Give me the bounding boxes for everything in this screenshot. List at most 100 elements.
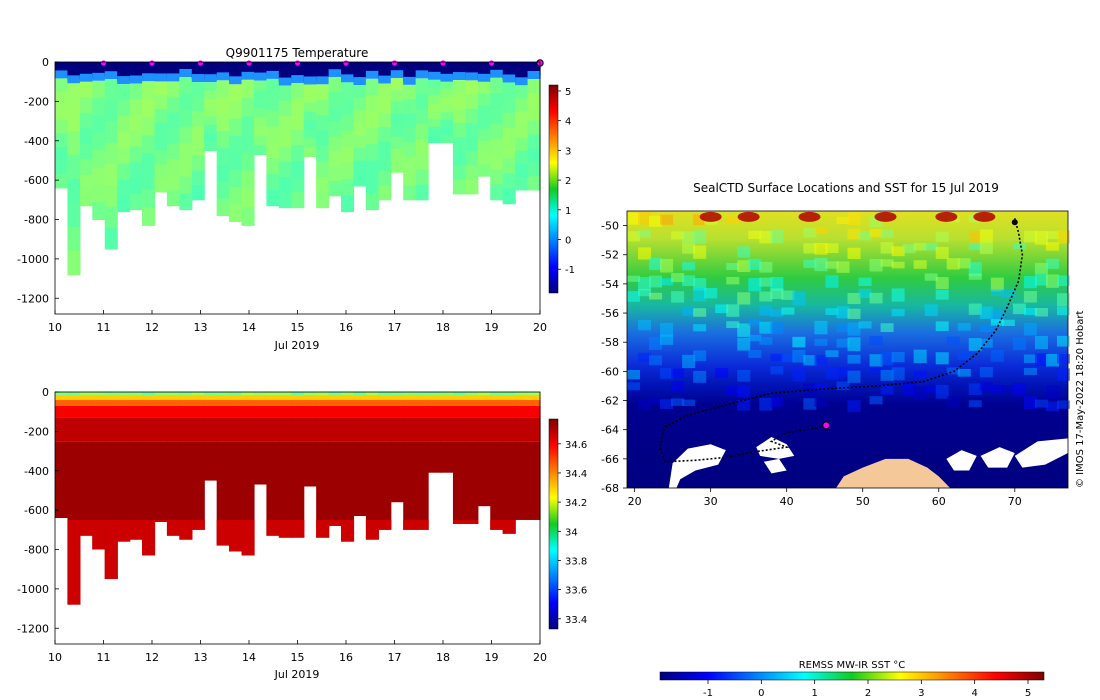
map-x-tick-label: 50 — [856, 495, 870, 508]
sst-patch — [781, 353, 795, 363]
profile-column — [440, 392, 454, 473]
salinity-cell — [303, 441, 317, 487]
y-tick-label: -800 — [24, 214, 49, 227]
y-tick-label: -1200 — [17, 292, 49, 305]
temperature-cell — [465, 122, 479, 138]
salinity-cell — [378, 441, 392, 530]
temperature-cell — [316, 176, 330, 193]
temperature-cell — [365, 95, 379, 113]
salinity-cell — [79, 441, 93, 536]
salinity-cell — [515, 399, 529, 406]
salinity-cell — [415, 405, 429, 418]
salinity-cell — [104, 394, 118, 400]
temperature-cell — [440, 119, 454, 128]
salinity-cell — [316, 392, 330, 395]
temperature-cell — [440, 112, 454, 121]
temperature-cell — [166, 143, 180, 160]
salinity-cell — [154, 441, 168, 522]
temperature-cell — [154, 136, 168, 152]
salinity-cell — [440, 417, 454, 442]
temperature-cell — [328, 181, 342, 197]
sst-patch — [935, 231, 949, 243]
sst-patch — [836, 338, 850, 348]
sst-patch — [627, 275, 641, 282]
salinity-cell — [353, 405, 367, 418]
salinity-cell — [316, 417, 330, 442]
sst-patch — [671, 273, 685, 283]
profile-column — [353, 392, 367, 517]
sst-patch — [638, 247, 652, 260]
profile-column — [403, 392, 417, 530]
sst-patch — [957, 323, 971, 331]
thermocline-layer — [79, 73, 93, 82]
thermocline-layer — [204, 74, 218, 83]
temperature-cell — [104, 227, 118, 250]
temperature-cell — [365, 160, 379, 178]
salinity-cell — [266, 399, 280, 406]
temperature-cell — [92, 80, 106, 99]
imos-credit: © IMOS 17-May-2022 18:20 Hobart — [1075, 311, 1086, 488]
temperature-cell — [266, 189, 280, 207]
sst-patch — [1056, 400, 1070, 409]
temperature-cell — [266, 94, 280, 112]
salinity-cell — [477, 441, 491, 507]
sst-patch — [869, 354, 883, 367]
temperature-cell — [378, 83, 392, 99]
salinity-cell — [477, 417, 491, 442]
profile-column — [415, 62, 429, 201]
salinity-y-ticks: 0 -200 -400 -600 -800 -1000 -1200 — [17, 386, 59, 635]
sst-colorbar-tick-label: 4 — [971, 688, 977, 699]
profile-column — [527, 62, 541, 191]
temperature-cell — [390, 148, 404, 161]
colorbar-tick-label: 33.4 — [565, 615, 587, 626]
salinity-cell — [266, 417, 280, 442]
sst-patch — [638, 288, 652, 297]
temperature-cell — [253, 80, 268, 91]
temperature-cell — [403, 142, 417, 158]
temperature-cell — [229, 84, 243, 102]
temperature-cell — [341, 147, 355, 164]
profile-column — [378, 62, 392, 201]
sst-patch — [891, 261, 905, 269]
temperature-cell — [378, 98, 392, 114]
salinity-x-ticks: 10 11 12 13 14 15 16 17 18 19 20 — [48, 640, 547, 664]
temperature-cell — [365, 193, 379, 211]
profile-column — [92, 62, 106, 220]
salinity-cell — [179, 394, 193, 400]
temperature-cell — [490, 93, 504, 109]
temperature-cell — [428, 134, 442, 144]
ice-patch — [763, 458, 787, 474]
thermocline-layer — [353, 77, 367, 86]
salinity-cell — [291, 417, 305, 442]
thermocline-layer — [179, 68, 193, 77]
seal-track-line — [658, 218, 1024, 463]
salinity-cell — [353, 394, 367, 400]
sst-patch — [770, 353, 784, 362]
salinity-deep-cell — [465, 519, 479, 524]
sst-patch — [1045, 353, 1059, 367]
salinity-cell — [365, 394, 379, 400]
temperature-cell — [253, 108, 268, 119]
temperature-cell — [278, 116, 292, 132]
salinity-cell — [67, 399, 81, 406]
salinity-cell — [490, 392, 504, 395]
salinity-deep-cell — [117, 519, 131, 542]
salinity-cell — [229, 399, 243, 406]
salinity-cell — [229, 392, 243, 395]
sst-patch — [957, 350, 971, 361]
salinity-cell — [79, 399, 93, 406]
temperature-cell — [216, 80, 230, 98]
temperature-section-panel: Q9901175 Temperature 10 11 12 13 14 15 16 17 18 1… — [17, 46, 575, 352]
sst-patch — [726, 276, 740, 285]
salinity-cell — [117, 417, 131, 442]
profile-column — [291, 392, 305, 538]
temperature-cell — [353, 122, 367, 137]
sst-patch — [814, 320, 828, 335]
salinity-cell — [79, 417, 93, 442]
salinity-cell — [365, 405, 379, 418]
sst-patch — [671, 368, 685, 379]
temperature-cell — [241, 207, 255, 226]
map-x-tick-label: 30 — [704, 495, 718, 508]
salinity-cell — [55, 417, 69, 442]
thermocline-layer — [515, 77, 529, 86]
